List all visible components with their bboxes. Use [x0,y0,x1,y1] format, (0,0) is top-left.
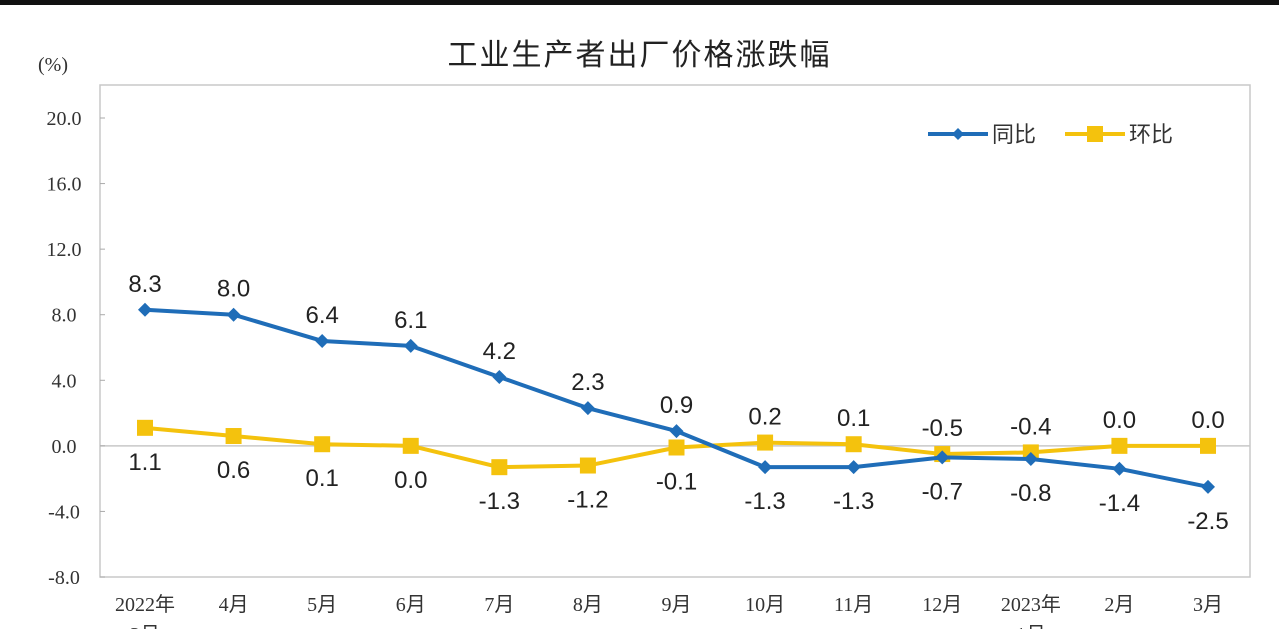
y-axis-unit: (%) [38,54,68,76]
data-point-mom [757,434,774,451]
data-point-yoy [1201,479,1215,494]
data-point-mom [1200,437,1216,454]
y-tick-label: -4.0 [48,501,80,523]
data-label-yoy: 6.4 [305,302,338,329]
x-tick-label: 4月 [219,594,249,616]
y-tick-label: 20.0 [47,108,82,130]
x-tick-label: 3月 [130,624,160,629]
legend-square-icon [1087,126,1103,142]
data-point-mom [137,419,153,436]
data-point-mom [225,428,242,445]
data-point-mom [845,436,862,453]
y-tick-label: 0.0 [52,436,77,458]
data-label-yoy: -1.4 [1099,490,1140,517]
data-label-mom: 0.0 [394,467,427,494]
data-label-mom: 0.6 [217,457,250,484]
legend-label: 环比 [1129,123,1173,148]
data-label-yoy: -0.7 [922,478,963,505]
y-tick-label: 4.0 [52,370,77,392]
data-point-yoy [758,460,773,475]
data-label-mom: 0.1 [837,405,870,432]
x-tick-label: 10月 [745,594,785,616]
legend-label: 同比 [992,123,1036,148]
data-label-mom: 0.2 [748,404,781,431]
data-point-mom [314,436,331,453]
x-tick-label: 2023年 [1001,593,1061,616]
data-label-mom: -0.5 [922,415,963,442]
data-point-yoy [138,302,152,317]
data-label-yoy: -2.5 [1187,508,1228,535]
data-label-yoy: -0.8 [1010,480,1051,507]
data-label-mom: 1.1 [128,449,161,476]
x-tick-label: 5月 [307,594,337,616]
x-tick-label: 2022年 [115,593,175,616]
data-label-mom: 0.1 [305,465,338,492]
data-label-yoy: -1.3 [833,488,874,515]
data-point-mom [1111,437,1128,454]
data-label-yoy: 6.1 [394,307,427,334]
data-point-yoy [846,460,861,475]
data-label-mom: -0.4 [1010,413,1051,440]
data-label-yoy: 8.3 [128,271,161,298]
x-tick-label: 12月 [922,594,962,616]
y-tick-label: -8.0 [48,567,80,589]
data-point-mom [402,437,419,454]
data-point-yoy [669,424,684,439]
y-tick-label: 12.0 [47,239,82,261]
data-point-yoy [226,307,241,322]
legend-diamond-icon [952,128,964,140]
data-label-yoy: 4.2 [483,338,516,365]
data-label-mom: -1.3 [479,488,520,515]
data-label-mom: 0.0 [1191,407,1224,434]
x-tick-label: 9月 [662,594,692,616]
data-point-yoy [580,401,595,416]
x-tick-label: 2月 [1104,594,1134,616]
y-tick-label: 16.0 [47,174,82,196]
data-label-yoy: 8.0 [217,276,250,303]
data-point-yoy [1023,451,1038,466]
data-label-mom: 0.0 [1103,407,1136,434]
data-point-mom [491,459,508,476]
y-tick-label: 8.0 [52,305,77,327]
data-point-mom [668,439,685,456]
data-point-yoy [935,450,950,465]
data-point-yoy [1112,461,1127,476]
data-point-yoy [492,370,507,385]
top-border [0,0,1279,5]
data-point-yoy [403,338,418,353]
x-tick-label: 3月 [1193,594,1223,616]
data-point-yoy [315,333,330,348]
data-label-mom: -1.2 [567,487,608,514]
x-tick-label: 1月 [1016,624,1046,629]
x-tick-label: 6月 [396,594,426,616]
data-point-mom [579,457,596,474]
data-label-yoy: 0.9 [660,392,693,419]
data-label-mom: -0.1 [656,468,697,495]
x-tick-label: 11月 [834,594,873,616]
data-label-yoy: 2.3 [571,369,604,396]
data-label-yoy: -1.3 [744,488,785,515]
plot-area [99,84,1251,578]
x-tick-label: 7月 [484,594,514,616]
chart-title: 工业生产者出厂价格涨跌幅 [447,38,832,73]
x-tick-label: 8月 [573,594,603,616]
